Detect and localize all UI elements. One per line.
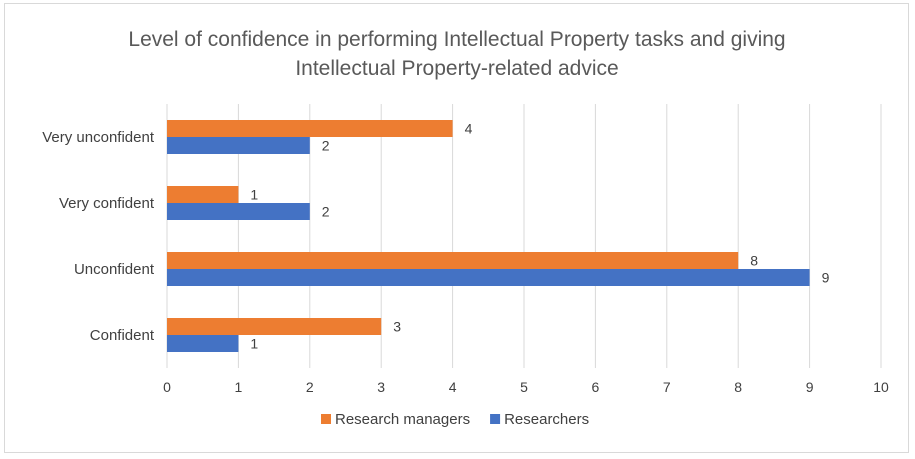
x-tick-label: 7: [663, 379, 671, 395]
legend: Research managers Researchers: [321, 411, 589, 428]
bar-researchers: [167, 203, 310, 220]
x-tick-label: 5: [520, 379, 528, 395]
data-label: 1: [250, 187, 258, 203]
chart-title: Level of confidence in performing Intell…: [128, 28, 785, 80]
data-label: 2: [322, 138, 330, 154]
data-label: 3: [393, 319, 401, 335]
x-tick-label: 9: [806, 379, 814, 395]
x-tick-label: 10: [873, 379, 889, 395]
x-tick-label: 2: [306, 379, 314, 395]
value-axis: 0 1 2 3 4 5 6 7 8 9 10: [163, 379, 889, 395]
chart-container: Level of confidence in performing Intell…: [4, 3, 909, 453]
legend-label: Researchers: [504, 411, 589, 428]
bar-researchers: [167, 335, 239, 352]
bar-research-managers: [167, 120, 453, 137]
bar-researchers: [167, 269, 810, 286]
x-tick-label: 4: [449, 379, 457, 395]
category-label: Very unconfident: [42, 129, 155, 146]
category-axis: Confident Unconfident Very confident Very u…: [42, 129, 155, 344]
data-label: 2: [322, 204, 330, 220]
x-tick-label: 8: [734, 379, 742, 395]
chart-title-line-1: Level of confidence in performing Intell…: [128, 28, 785, 51]
x-tick-label: 6: [592, 379, 600, 395]
bar-research-managers: [167, 252, 739, 269]
bar-chart: Level of confidence in performing Intell…: [42, 28, 889, 428]
data-labels: 3 1 8 9 1 2 4 2: [250, 121, 829, 352]
x-tick-label: 1: [235, 379, 243, 395]
bars: [167, 120, 810, 352]
category-label: Confident: [90, 327, 155, 344]
category-label: Very confident: [59, 195, 155, 212]
bar-research-managers: [167, 318, 382, 335]
data-label: 8: [750, 253, 758, 269]
x-tick-label: 0: [163, 379, 171, 395]
legend-swatch: [321, 414, 331, 424]
legend-label: Research managers: [335, 411, 470, 428]
x-tick-label: 3: [377, 379, 385, 395]
chart-title-line-2: Intellectual Property-related advice: [295, 57, 618, 80]
bar-researchers: [167, 137, 310, 154]
legend-swatch: [490, 414, 501, 424]
category-label: Unconfident: [74, 261, 155, 278]
data-label: 9: [822, 270, 830, 286]
bar-research-managers: [167, 186, 239, 203]
data-label: 4: [465, 121, 473, 137]
data-label: 1: [250, 336, 258, 352]
